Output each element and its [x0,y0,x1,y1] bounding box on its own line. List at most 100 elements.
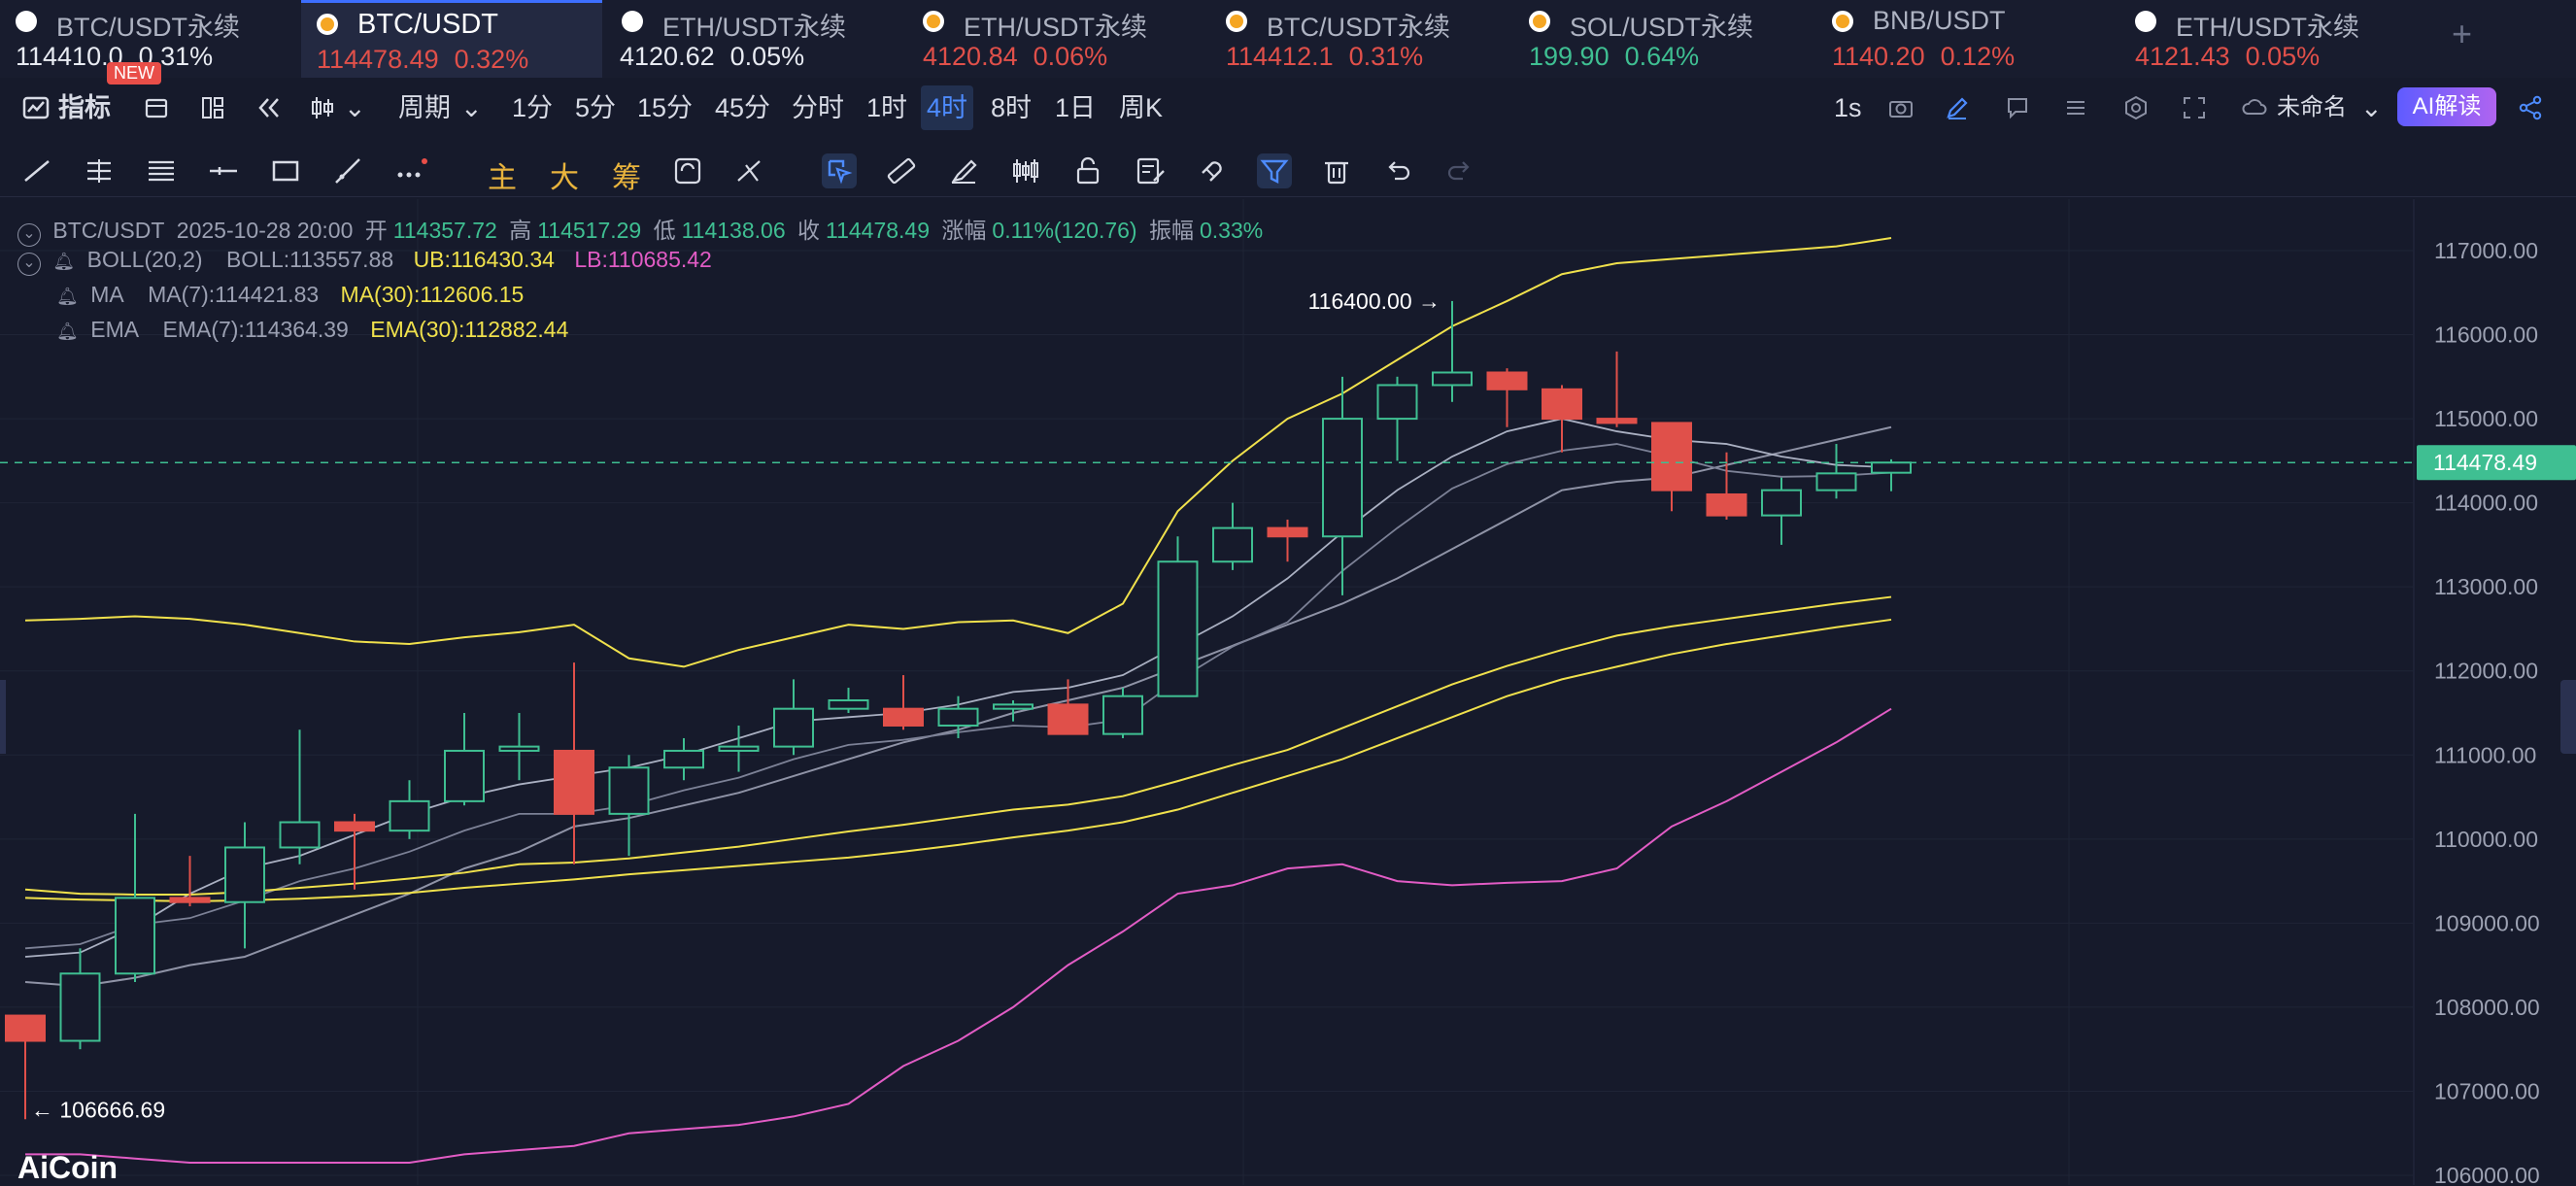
bell-icon[interactable]: 🔔︎ [56,322,79,341]
share-icon[interactable] [2516,93,2545,122]
drop-icon [2135,11,2156,32]
candle-up [115,897,155,975]
indicators-button[interactable]: 指标 [58,93,111,122]
chevron-down-icon[interactable]: ⌄ [460,93,483,122]
big-order-tool[interactable]: 大 [550,162,579,194]
filter-icon[interactable] [1257,153,1292,188]
chevron-down-icon[interactable]: ⌄ [2360,93,2383,122]
tab-name: BNB/USDT [1873,6,2006,35]
add-tab-icon[interactable]: + [2452,14,2473,53]
period-dropdown[interactable]: 周期 [398,93,451,122]
candles-visibility-icon[interactable] [1008,153,1043,188]
indicator-icon[interactable] [21,93,51,122]
tab-price-change: 0.05% [729,42,805,71]
candle-type-icon[interactable] [309,93,338,122]
undo-icon[interactable] [1381,153,1416,188]
interval-1m[interactable]: 1分 [512,93,554,122]
interval-timeline[interactable]: 分时 [792,93,844,122]
current-price-tag [2417,445,2576,481]
interval-week[interactable]: 周K [1119,93,1164,122]
interval-1d[interactable]: 1日 [1055,93,1097,122]
calendar-icon[interactable] [142,93,171,122]
line-tool-icon[interactable] [19,153,54,188]
ema-name[interactable]: EMA [90,317,140,342]
fullscreen-icon[interactable] [2180,93,2209,122]
collapse-chevron-icon[interactable]: ⌄ [17,253,41,276]
tab-price-value: 4120.84 [923,42,1018,71]
interval-45m[interactable]: 45分 [715,93,771,122]
bell-icon[interactable]: 🔔︎ [52,252,76,271]
fib-lines-icon[interactable] [144,153,179,188]
price-tick-label: 115000.00 [2434,406,2538,431]
tab-name: BTC/USDT永续 [1267,13,1450,42]
boll-ub-value: UB:116430.34 [413,247,555,272]
horizontal-line-icon[interactable] [206,153,241,188]
low-label: 低 [653,218,676,243]
interval-5m[interactable]: 5分 [575,93,617,122]
list-icon[interactable] [2061,93,2090,122]
magnet-icon[interactable] [1195,153,1230,188]
chevron-down-icon[interactable]: ⌄ [344,93,366,122]
settings-icon[interactable] [2121,93,2151,122]
price-tick-label: 113000.00 [2434,574,2538,599]
unlock-icon[interactable] [1070,153,1105,188]
measure-ruler-icon[interactable] [884,153,919,188]
comment-icon[interactable] [2003,93,2032,122]
right-panel-handle[interactable] [2560,680,2576,754]
tab-bnb-usdt[interactable]: BNB/USDT 1140.20 0.12% [1822,0,2114,78]
left-panel-handle[interactable] [0,680,6,754]
speed-toggle[interactable]: 1s [1834,93,1862,122]
interval-4h[interactable]: 4时 [921,85,974,130]
chip-dist-tool[interactable]: 筹 [612,162,641,194]
perp-icon [622,11,643,32]
trash-icon[interactable] [1319,153,1354,188]
price-tick-label: 112000.00 [2434,659,2538,684]
price-tick-label: 110000.00 [2434,827,2538,852]
main-chart-tool[interactable]: 主 [488,162,517,194]
more-tools-icon[interactable] [392,153,427,188]
refresh-icon[interactable] [670,153,705,188]
candle-down [1267,526,1308,538]
ruler-cross-icon[interactable] [732,153,767,188]
parallel-channel-icon[interactable] [82,153,117,188]
candle-up [773,707,814,748]
layout-icon[interactable] [198,93,227,122]
camera-icon[interactable] [1886,93,1915,122]
price-tick-label: 117000.00 [2434,238,2538,263]
ma-name[interactable]: MA [90,282,124,307]
interval-1h[interactable]: 1时 [866,93,908,122]
ohlc-time: 2025-10-28 20:00 [176,218,354,243]
candle-down [1651,422,1692,491]
tab-btc-usdt-perp[interactable]: BTC/USDT永续 114410.0 0.31% NEW [0,0,291,85]
tab-btc-usdt-perp-2[interactable]: BTC/USDT永续 114412.1 0.31% [1216,0,1508,78]
price-tick-label: 108000.00 [2434,995,2540,1020]
candle-up [993,703,1034,710]
tab-sol-usdt-perp[interactable]: SOL/USDT永续 199.90 0.64% [1519,0,1811,78]
cloud-icon[interactable] [2240,93,2269,122]
bell-icon[interactable]: 🔔︎ [56,287,79,306]
candle-up [1157,560,1199,697]
ticker-tab-bar: BTC/USDT永续 114410.0 0.31% NEW BTC/USDT 11… [0,0,2576,85]
tab-eth-usdt-perp-1[interactable]: ETH/USDT永续 4120.62 0.05% [612,0,903,78]
rewind-icon[interactable] [254,93,284,122]
tab-btc-usdt-spot[interactable]: BTC/USDT 114478.49 0.32% [301,0,602,78]
ma7-value: MA(7):114421.83 [148,282,320,307]
perp-icon [16,11,37,32]
tab-eth-usdt-perp-2[interactable]: ETH/USDT永续 4120.84 0.06% [913,0,1204,78]
candle-down [554,749,594,815]
select-tool-icon[interactable] [822,153,857,188]
boll-name[interactable]: BOLL(20,2) [86,247,203,272]
redo-icon[interactable] [1441,153,1476,188]
interval-15m[interactable]: 15分 [637,93,694,122]
ai-interpret-button[interactable]: AI解读 [2397,87,2496,126]
brush-icon[interactable] [946,153,981,188]
rectangle-tool-icon[interactable] [268,153,303,188]
pencil-icon[interactable] [1943,93,1972,122]
interval-8h[interactable]: 8时 [991,93,1033,122]
layout-name-dropdown[interactable]: 未命名 [2277,94,2347,120]
collapse-chevron-icon[interactable]: ⌄ [17,223,41,247]
ray-tool-icon[interactable] [330,153,365,188]
edit-list-icon[interactable] [1133,153,1168,188]
tab-eth-usdt-perp-3[interactable]: ETH/USDT永续 4121.43 0.05% [2125,0,2417,78]
